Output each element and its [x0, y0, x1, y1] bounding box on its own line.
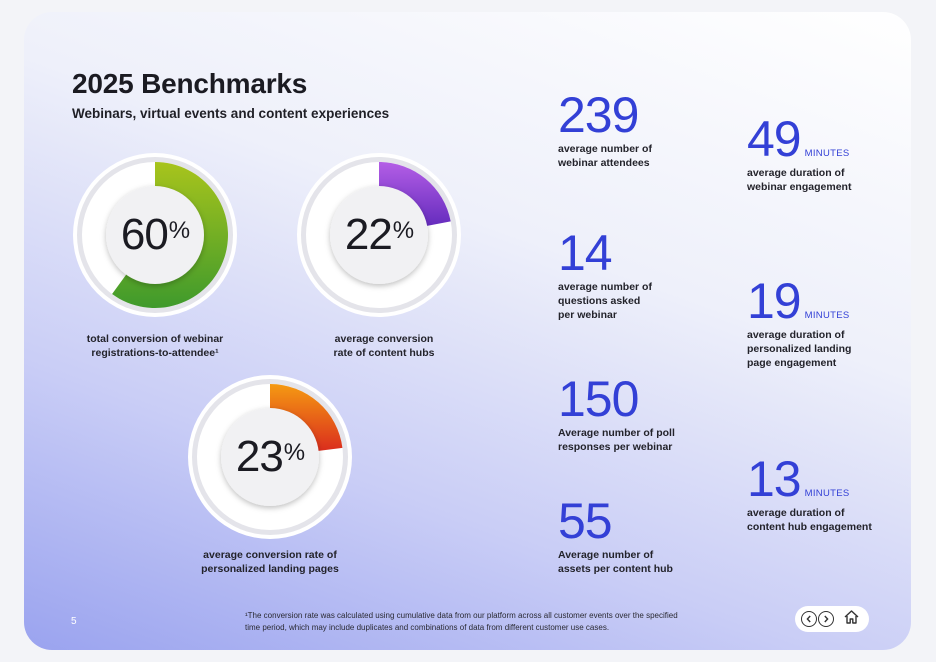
page-subtitle: Webinars, virtual events and content exp…	[72, 106, 390, 121]
home-button[interactable]	[843, 609, 860, 630]
stat-webinar-engagement: 49 MINUTES average duration of webinar en…	[747, 114, 851, 194]
benchmarks-panel: 2025 Benchmarks Webinars, virtual events…	[24, 12, 911, 650]
footnote: ¹The conversion rate was calculated usin…	[245, 611, 678, 632]
donut-value-number: 60	[120, 210, 169, 259]
page-number: 5	[71, 616, 77, 627]
donut-value-number: 23	[235, 432, 284, 481]
stat-number: 49	[747, 111, 802, 167]
stat-number: 19	[747, 273, 802, 329]
percent-symbol: %	[283, 439, 305, 466]
donut-center-disk	[330, 186, 428, 284]
donut-label-content-hubs: average conversion rate of content hubs	[333, 333, 435, 360]
donut-ring-landing-pages	[188, 375, 352, 539]
stat-poll-responses: 150 Average number of poll responses per…	[558, 374, 675, 454]
stat-description: Average number of poll responses per web…	[558, 427, 675, 454]
stat-number: 14	[558, 225, 613, 281]
percent-symbol: %	[168, 217, 190, 244]
home-icon	[844, 609, 859, 624]
donut-label-landing-pages: average conversion rate of personalized …	[201, 549, 339, 576]
donut-value-number: 22	[344, 210, 393, 259]
donut-content-hubs: 22%	[296, 152, 462, 318]
chevron-right-icon	[824, 615, 829, 623]
donut-webinar-conversion: 60%	[72, 152, 238, 318]
percent-symbol: %	[392, 217, 414, 244]
donut-ring-webinar	[73, 153, 237, 317]
stat-webinar-attendees: 239 average number of webinar attendees	[558, 90, 652, 170]
stat-assets-per-hub: 55 Average number of assets per content …	[558, 496, 673, 576]
donut-value: 22%	[296, 152, 462, 318]
stat-description: average number of questions asked per we…	[558, 281, 652, 322]
chevron-left-icon	[806, 615, 811, 623]
stat-unit: MINUTES	[804, 488, 850, 499]
next-page-button[interactable]	[818, 611, 834, 627]
page-title: 2025 Benchmarks	[72, 68, 308, 99]
stat-description: Average number of assets per content hub	[558, 549, 673, 576]
stat-questions-asked: 14 average number of questions asked per…	[558, 228, 652, 323]
donut-center-disk	[106, 186, 204, 284]
donut-value: 23%	[187, 374, 353, 540]
navigation-controls	[795, 606, 869, 632]
donut-center-disk	[221, 408, 319, 506]
stat-number: 150	[558, 371, 639, 427]
prev-page-button[interactable]	[801, 611, 817, 627]
donut-value: 60%	[72, 152, 238, 318]
stat-content-hub-engagement: 13 MINUTES average duration of content hu…	[747, 454, 872, 534]
stat-number: 13	[747, 451, 802, 507]
stat-description: average duration of personalized landing…	[747, 329, 852, 370]
donut-ring-content-hubs	[297, 153, 461, 317]
stat-number: 55	[558, 493, 613, 549]
stat-number: 239	[558, 87, 639, 143]
stat-description: average duration of webinar engagement	[747, 167, 852, 194]
stat-unit: MINUTES	[804, 310, 850, 321]
donut-label-webinar: total conversion of webinar registration…	[86, 333, 224, 360]
stat-description: average duration of content hub engageme…	[747, 507, 872, 534]
donut-landing-pages: 23%	[187, 374, 353, 540]
stat-unit: MINUTES	[804, 148, 850, 159]
stat-landing-page-engagement: 19 MINUTES average duration of personaliz…	[747, 276, 851, 371]
stat-description: average number of webinar attendees	[558, 143, 652, 170]
